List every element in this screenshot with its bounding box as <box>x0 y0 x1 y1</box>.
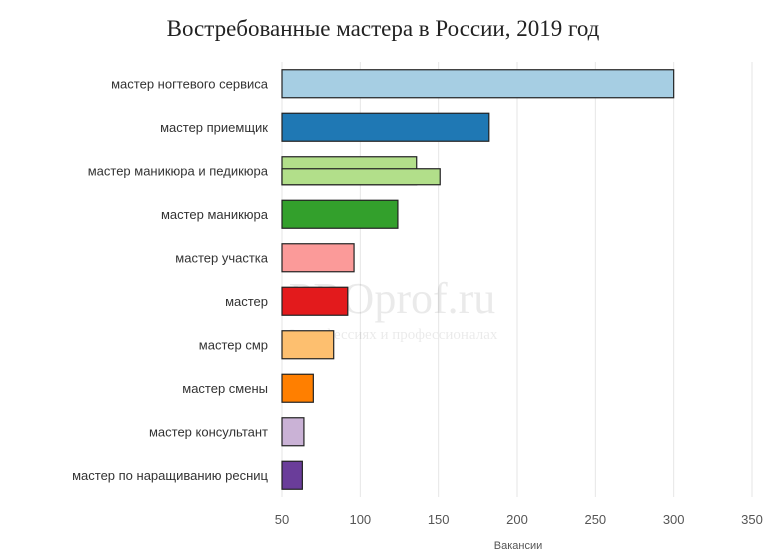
bar-9 <box>281 460 303 490</box>
bar-5 <box>281 286 349 316</box>
category-label-6: мастер смр <box>199 337 268 352</box>
x-tick-labels: 50 100 150 200 250 300 350 <box>275 512 763 527</box>
category-label-4: мастер участка <box>175 250 268 265</box>
x-tick-label-0: 50 <box>275 512 289 527</box>
bar-3 <box>281 199 399 229</box>
watermark-sub: О профессиях и профессионалах <box>287 327 498 343</box>
category-label-0: мастер ногтевого сервиса <box>111 76 269 91</box>
x-axis-label: Вакансии <box>494 540 543 552</box>
bar-6 <box>281 330 335 360</box>
bar-7 <box>281 373 314 403</box>
bars <box>281 69 675 490</box>
x-tick-label-4: 250 <box>584 512 606 527</box>
bar-0 <box>281 69 675 99</box>
x-tick-label-1: 100 <box>349 512 371 527</box>
category-label-9: мастер по наращиванию ресниц <box>72 468 268 483</box>
x-tick-label-3: 200 <box>506 512 528 527</box>
category-label-5: мастер <box>225 294 268 309</box>
category-label-8: мастер консультант <box>149 424 268 439</box>
category-label-1: мастер приемщик <box>160 120 268 135</box>
chart-title: Востребованные мастера в России, 2019 го… <box>167 16 600 41</box>
category-label-3: мастер маникюра <box>161 207 269 222</box>
category-labels: мастер ногтевого сервиса мастер приемщик м… <box>72 76 269 483</box>
bar-1 <box>281 112 490 142</box>
x-tick-label-2: 150 <box>428 512 450 527</box>
bar-2 <box>281 168 441 186</box>
x-tick-label-5: 300 <box>663 512 685 527</box>
x-tick-label-6: 350 <box>741 512 763 527</box>
bar-4 <box>281 243 355 273</box>
bar-8 <box>281 417 305 447</box>
category-label-2: мастер маникюра и педикюра <box>88 163 269 178</box>
category-label-7: мастер смены <box>182 381 268 396</box>
